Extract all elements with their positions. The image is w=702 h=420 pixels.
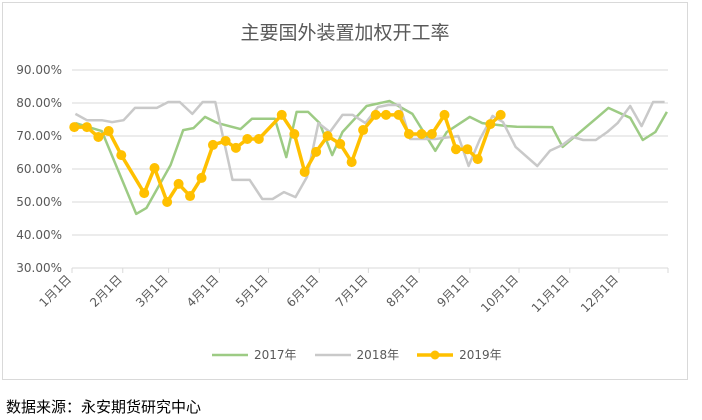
data-point	[242, 133, 253, 144]
series-line-2018年	[74, 100, 665, 201]
data-point	[196, 172, 207, 183]
data-point	[139, 188, 150, 199]
x-tick-label: 4月1日	[184, 272, 222, 310]
data-point	[81, 122, 92, 133]
y-tick-label: 60.00%	[16, 162, 62, 176]
legend-label: 2019年	[459, 348, 502, 362]
data-point	[335, 138, 346, 149]
data-point	[276, 109, 287, 120]
y-tick-label: 50.00%	[16, 195, 62, 209]
y-tick-label: 90.00%	[16, 63, 62, 77]
legend-item-2017: 2017年	[212, 346, 297, 363]
chart-frame	[2, 2, 688, 380]
data-point	[358, 125, 369, 136]
data-point	[403, 129, 414, 140]
data-point	[472, 154, 483, 165]
data-point	[173, 178, 184, 189]
x-tick-label: 3月1日	[133, 272, 171, 310]
data-point	[322, 131, 333, 141]
data-point	[311, 146, 322, 157]
data-point	[393, 109, 404, 120]
legend-label: 2017年	[254, 348, 297, 362]
data-point	[116, 150, 127, 161]
x-tick-label: 1月1日	[36, 272, 74, 310]
data-point	[253, 133, 264, 144]
chart-title: 主要国外装置加权开工率	[240, 22, 450, 44]
x-tick-label: 7月1日	[333, 272, 371, 310]
data-point	[450, 144, 461, 155]
legend-item-2019: 2019年	[417, 346, 502, 363]
x-tick-label: 6月1日	[284, 272, 322, 310]
data-point	[103, 126, 114, 137]
data-point	[207, 139, 218, 150]
data-point	[426, 129, 437, 140]
data-point	[462, 144, 473, 155]
x-tick-label: 11月1日	[529, 272, 572, 315]
series-line-2019年	[74, 113, 502, 204]
data-point	[416, 129, 427, 140]
x-tick-label: 5月1日	[233, 272, 271, 310]
x-tick-label: 12月1日	[578, 272, 621, 315]
x-tick-label: 2月1日	[87, 272, 125, 310]
data-point	[485, 119, 496, 130]
y-tick-label: 40.00%	[16, 228, 62, 242]
y-tick-label: 80.00%	[16, 96, 62, 110]
data-point	[220, 135, 231, 146]
data-point	[381, 109, 392, 120]
legend-label: 2018年	[356, 348, 400, 362]
legend: 2017年 2018年 2019年	[212, 346, 502, 363]
data-point	[230, 142, 241, 153]
x-tick-label: 9月1日	[434, 272, 472, 310]
data-point	[69, 122, 80, 133]
data-point	[346, 157, 357, 168]
source-note: 数据来源：永安期货研究中心	[6, 398, 202, 416]
y-tick-label: 70.00%	[16, 129, 62, 143]
data-point	[149, 163, 160, 174]
x-tick-label: 10月1日	[478, 272, 521, 315]
line-chart: 30.00% 40.00% 50.00% 60.00% 70.00% 80.00% 90.0…	[16, 63, 669, 315]
legend-item-2018: 2018年	[314, 346, 400, 363]
data-point	[93, 131, 104, 142]
x-tick-label: 8月1日	[384, 272, 422, 310]
y-tick-label: 30.00%	[16, 261, 62, 275]
data-point	[370, 109, 381, 120]
data-point	[299, 166, 310, 177]
data-point	[185, 191, 196, 202]
data-point	[289, 129, 300, 140]
data-point	[495, 109, 506, 120]
data-point	[162, 197, 173, 207]
data-point	[439, 109, 450, 120]
